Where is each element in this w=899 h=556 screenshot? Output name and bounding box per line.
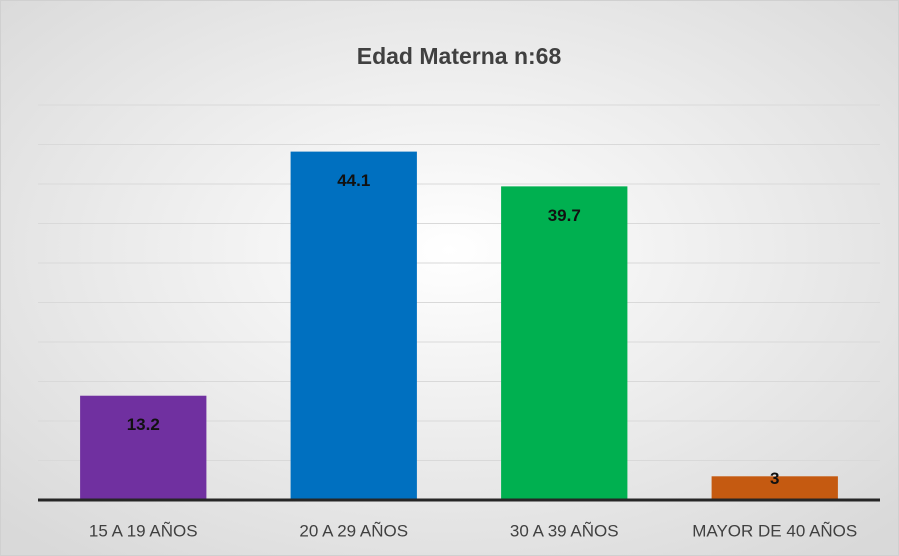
chart-title: Edad Materna n:68 xyxy=(357,43,562,69)
data-label: 44.1 xyxy=(337,171,370,190)
x-tick-label: MAYOR DE 40 AÑOS xyxy=(692,521,857,540)
bar xyxy=(290,151,417,501)
data-label: 39.7 xyxy=(548,206,581,225)
x-tick-label: 30 A 39 AÑOS xyxy=(510,521,619,540)
x-tick-label: 20 A 29 AÑOS xyxy=(299,521,408,540)
data-label: 13.2 xyxy=(127,415,160,434)
bar xyxy=(80,395,207,500)
x-tick-label: 15 A 19 AÑOS xyxy=(89,521,198,540)
data-label: 3 xyxy=(770,469,779,488)
bar xyxy=(501,186,628,500)
bar xyxy=(711,476,838,500)
